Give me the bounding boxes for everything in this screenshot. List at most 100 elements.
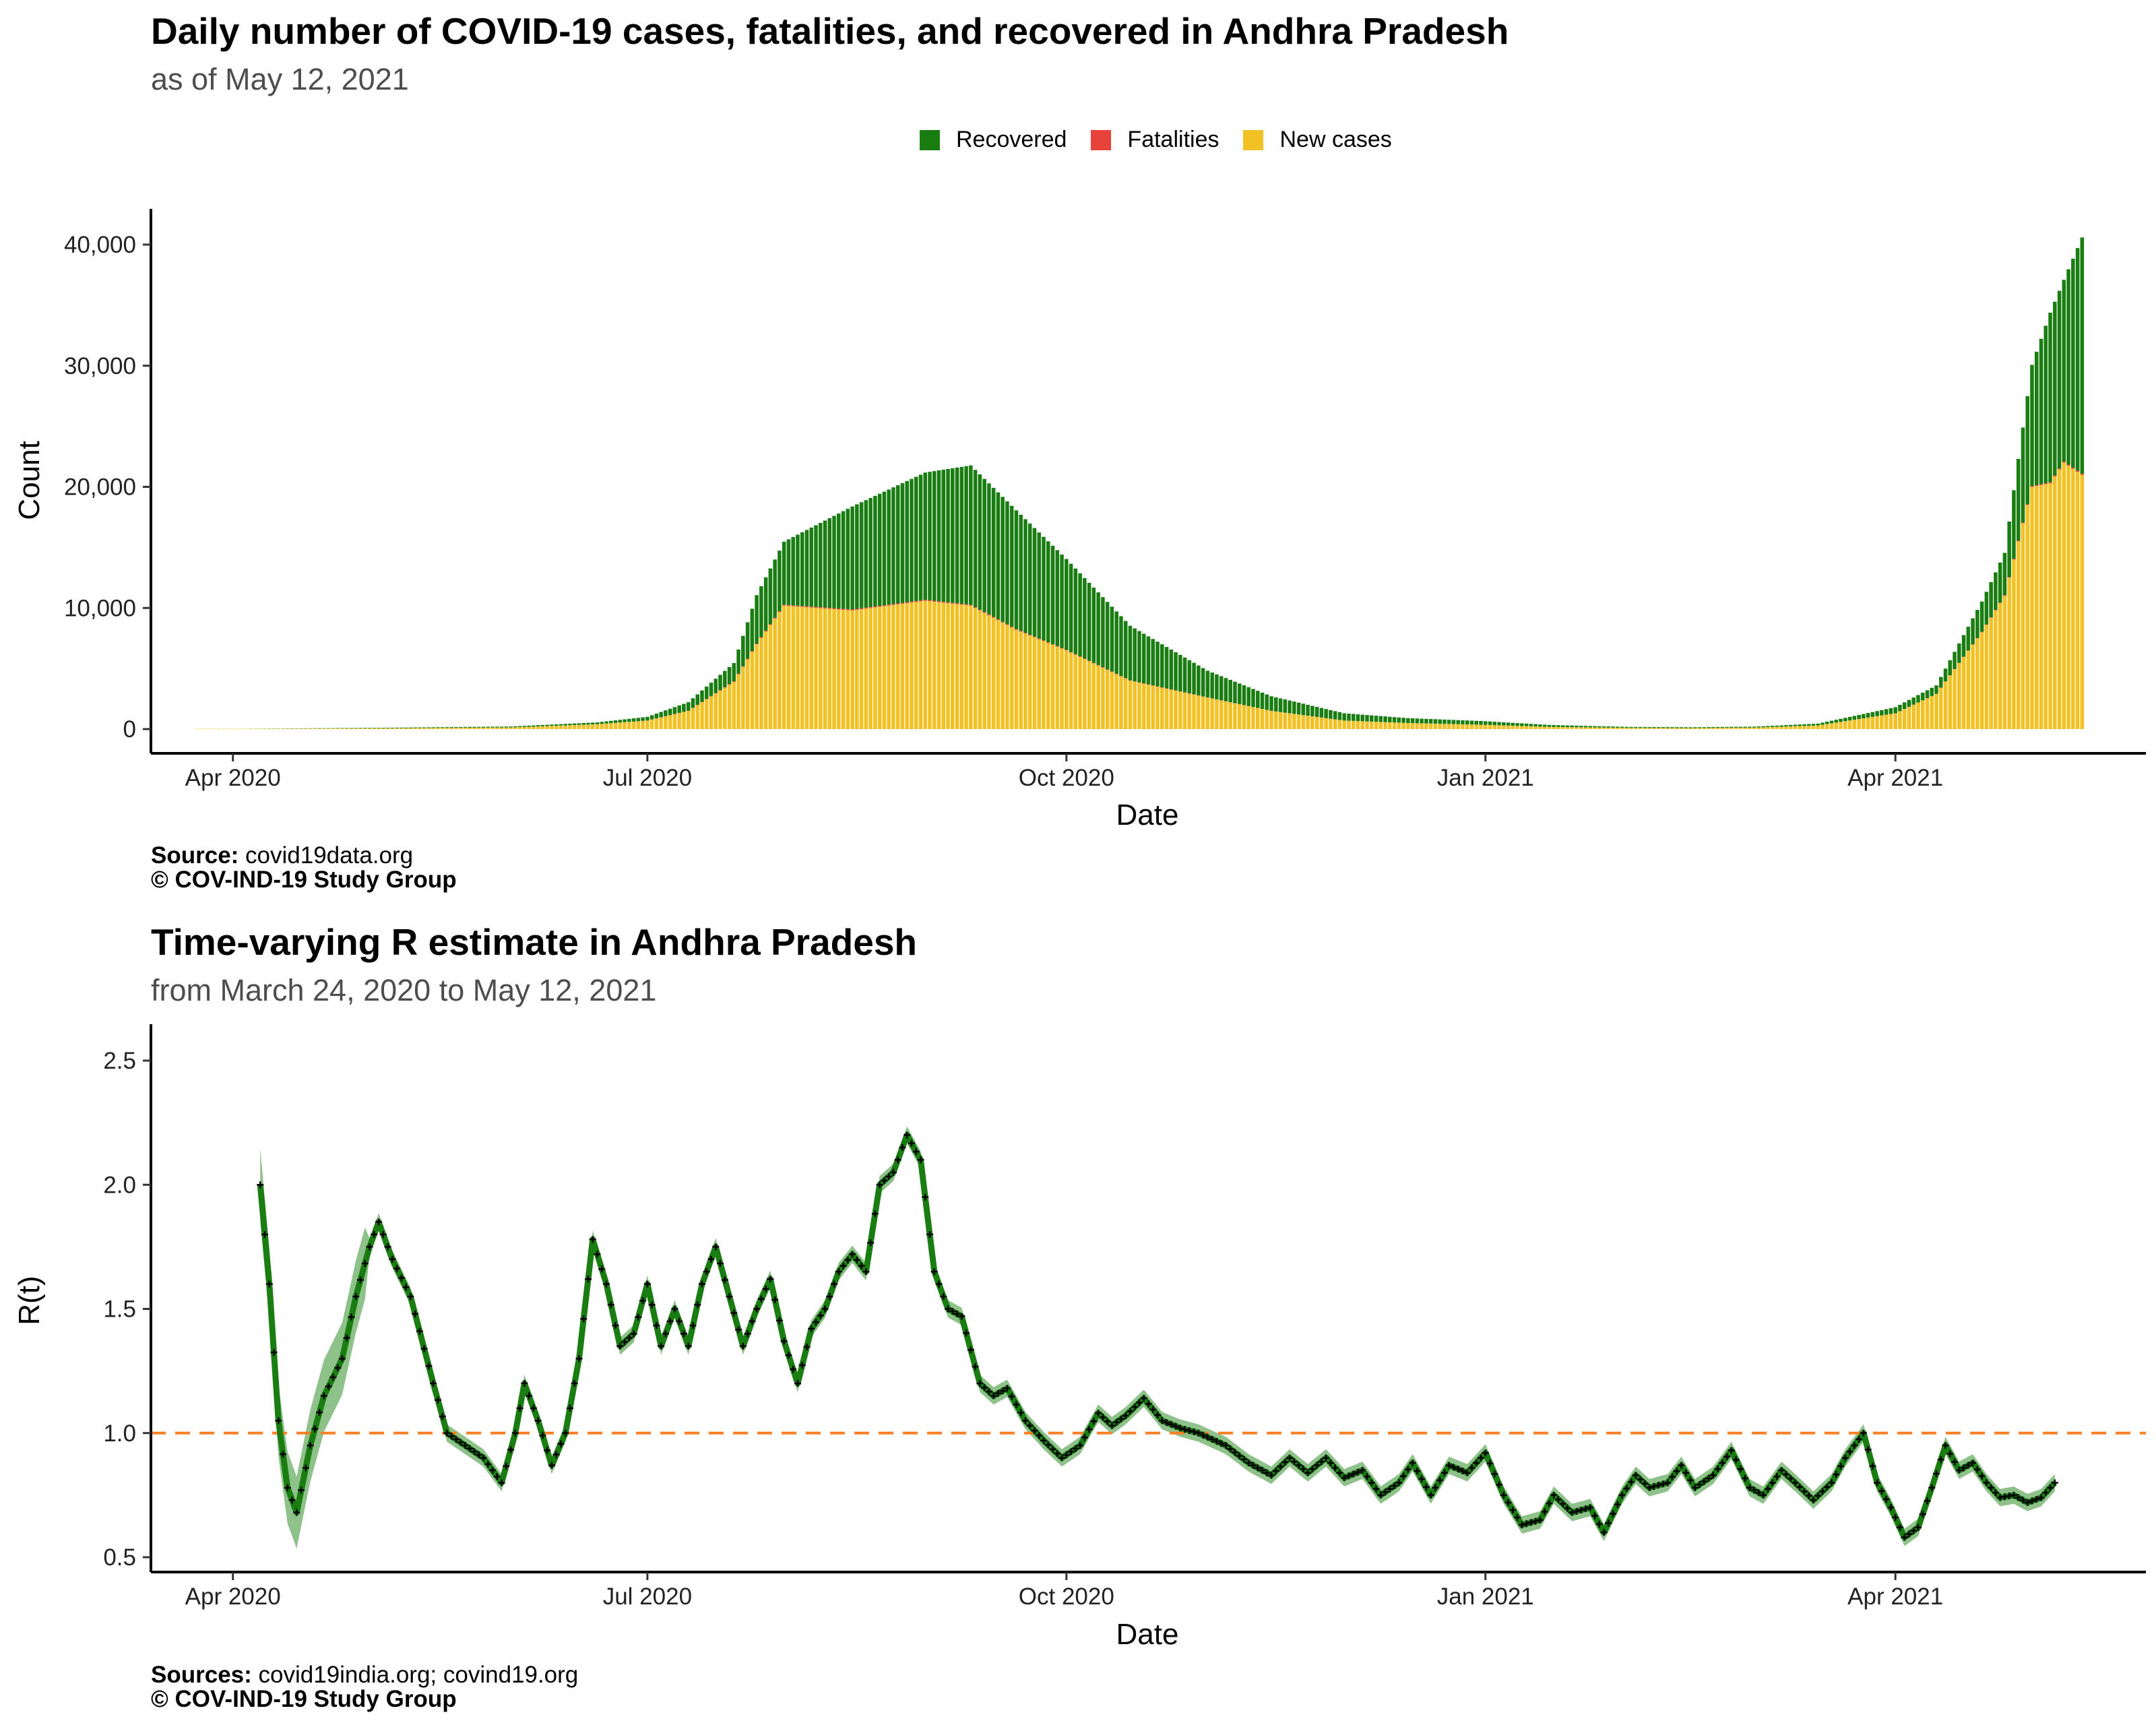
- bar-recovered: [1902, 702, 1907, 710]
- r-estimate-point: [1701, 1478, 1708, 1485]
- bar-new-cases: [199, 728, 203, 730]
- bar-new-cases: [649, 719, 654, 729]
- r-estimate-point: [1372, 1485, 1380, 1493]
- bar-new-cases: [1137, 683, 1141, 729]
- bar-new-cases: [1738, 727, 1743, 729]
- bar-new-cases: [1620, 728, 1624, 729]
- chart1-y-tick-label: 30,000: [64, 353, 136, 379]
- bar-recovered: [1588, 726, 1593, 728]
- bar-new-cases: [1515, 726, 1519, 729]
- r-estimate-point: [521, 1380, 528, 1387]
- r-estimate-point: [885, 1172, 893, 1180]
- bar-new-cases: [1027, 635, 1032, 729]
- r-estimate-point: [671, 1305, 678, 1313]
- bar-recovered: [2030, 365, 2034, 487]
- r-estimate-point: [1928, 1484, 1936, 1491]
- bar-recovered: [2002, 553, 2007, 596]
- r-estimate-point: [1686, 1476, 1694, 1484]
- r-estimate-point: [1750, 1486, 1758, 1494]
- bar-fatalities: [1083, 658, 1087, 660]
- bar-recovered: [1634, 726, 1638, 728]
- r-estimate-point: [821, 1305, 829, 1313]
- r-estimate-point: [630, 1330, 637, 1338]
- r-estimate-point: [1814, 1492, 1822, 1499]
- bar-new-cases: [1019, 631, 1023, 729]
- bar-new-cases: [317, 728, 321, 729]
- bar-new-cases: [946, 603, 950, 729]
- bar-new-cases: [905, 603, 909, 729]
- bar-recovered: [2039, 338, 2043, 484]
- bar-fatalities: [804, 606, 809, 608]
- bar-new-cases: [763, 631, 768, 729]
- bar-new-cases: [1825, 724, 1829, 729]
- bar-new-cases: [1547, 726, 1552, 729]
- bar-fatalities: [818, 607, 823, 608]
- bar-recovered: [2016, 458, 2021, 541]
- r-estimate-point: [379, 1230, 387, 1238]
- r-estimate-point: [625, 1334, 633, 1342]
- r-estimate-point: [1764, 1485, 1771, 1493]
- r-estimate-point: [1946, 1450, 1954, 1457]
- chart1-y-tick-label: 10,000: [64, 595, 136, 621]
- r-estimate-point: [1605, 1519, 1612, 1527]
- bar-fatalities: [709, 695, 714, 697]
- bar-new-cases: [550, 726, 554, 729]
- bar-recovered: [636, 718, 641, 722]
- bar-new-cases: [1893, 713, 1897, 729]
- r-estimate-point: [881, 1177, 888, 1185]
- bar-recovered: [1042, 536, 1046, 641]
- bar-new-cases: [281, 728, 285, 729]
- bar-recovered: [1943, 668, 1948, 682]
- bar-recovered: [1046, 541, 1050, 643]
- bar-new-cases: [294, 728, 299, 729]
- bar-recovered: [1570, 725, 1574, 728]
- bar-new-cases: [1898, 711, 1902, 729]
- bar-recovered: [664, 710, 668, 716]
- r-estimate-point: [1104, 1418, 1111, 1425]
- bar-recovered: [326, 728, 331, 729]
- chart2-subtitle: from March 24, 2020 to May 12, 2021: [151, 973, 657, 1007]
- bar-recovered: [1224, 678, 1228, 701]
- bar-new-cases: [1943, 681, 1948, 729]
- bar-new-cases: [1069, 652, 1073, 729]
- bar-recovered: [522, 726, 527, 727]
- bar-new-cases: [791, 606, 795, 729]
- bar-fatalities: [1050, 644, 1055, 645]
- r-estimate-point: [562, 1429, 569, 1437]
- r-estimate-point: [1168, 1420, 1175, 1428]
- bar-recovered: [959, 466, 964, 604]
- r-estimate-point: [1400, 1472, 1407, 1480]
- r-estimate-point: [2010, 1491, 2017, 1499]
- bar-recovered: [1884, 709, 1889, 715]
- r-estimate-point: [876, 1181, 883, 1189]
- bar-recovered: [645, 716, 649, 721]
- bar-new-cases: [1233, 703, 1237, 729]
- bar-recovered: [1616, 726, 1620, 728]
- r-estimate-point: [835, 1268, 842, 1276]
- r-estimate-point: [1323, 1454, 1330, 1462]
- bar-new-cases: [235, 728, 240, 730]
- r-estimate-point: [1618, 1491, 1626, 1499]
- bar-new-cases: [322, 728, 326, 729]
- bar-recovered: [422, 727, 426, 728]
- bar-recovered: [1889, 708, 1893, 714]
- r-estimate-point: [1846, 1448, 1853, 1455]
- bar-recovered: [827, 518, 832, 608]
- bar-new-cases: [1333, 719, 1337, 729]
- bar-recovered: [800, 532, 804, 606]
- bar-new-cases: [458, 728, 463, 729]
- bar-recovered: [490, 726, 495, 728]
- r-estimate-point: [311, 1425, 319, 1433]
- bar-recovered: [745, 622, 750, 659]
- r-estimate-point: [1896, 1524, 1903, 1531]
- bar-recovered: [604, 721, 608, 724]
- bar-new-cases: [1210, 698, 1214, 729]
- bar-fatalities: [1005, 624, 1009, 625]
- bar-recovered: [1560, 725, 1565, 728]
- bar-new-cases: [604, 723, 608, 729]
- bar-new-cases: [532, 726, 536, 729]
- bar-recovered: [1246, 687, 1250, 706]
- bar-new-cases: [1001, 622, 1005, 729]
- r-estimate-point: [826, 1293, 833, 1300]
- bar-recovered: [1806, 724, 1811, 726]
